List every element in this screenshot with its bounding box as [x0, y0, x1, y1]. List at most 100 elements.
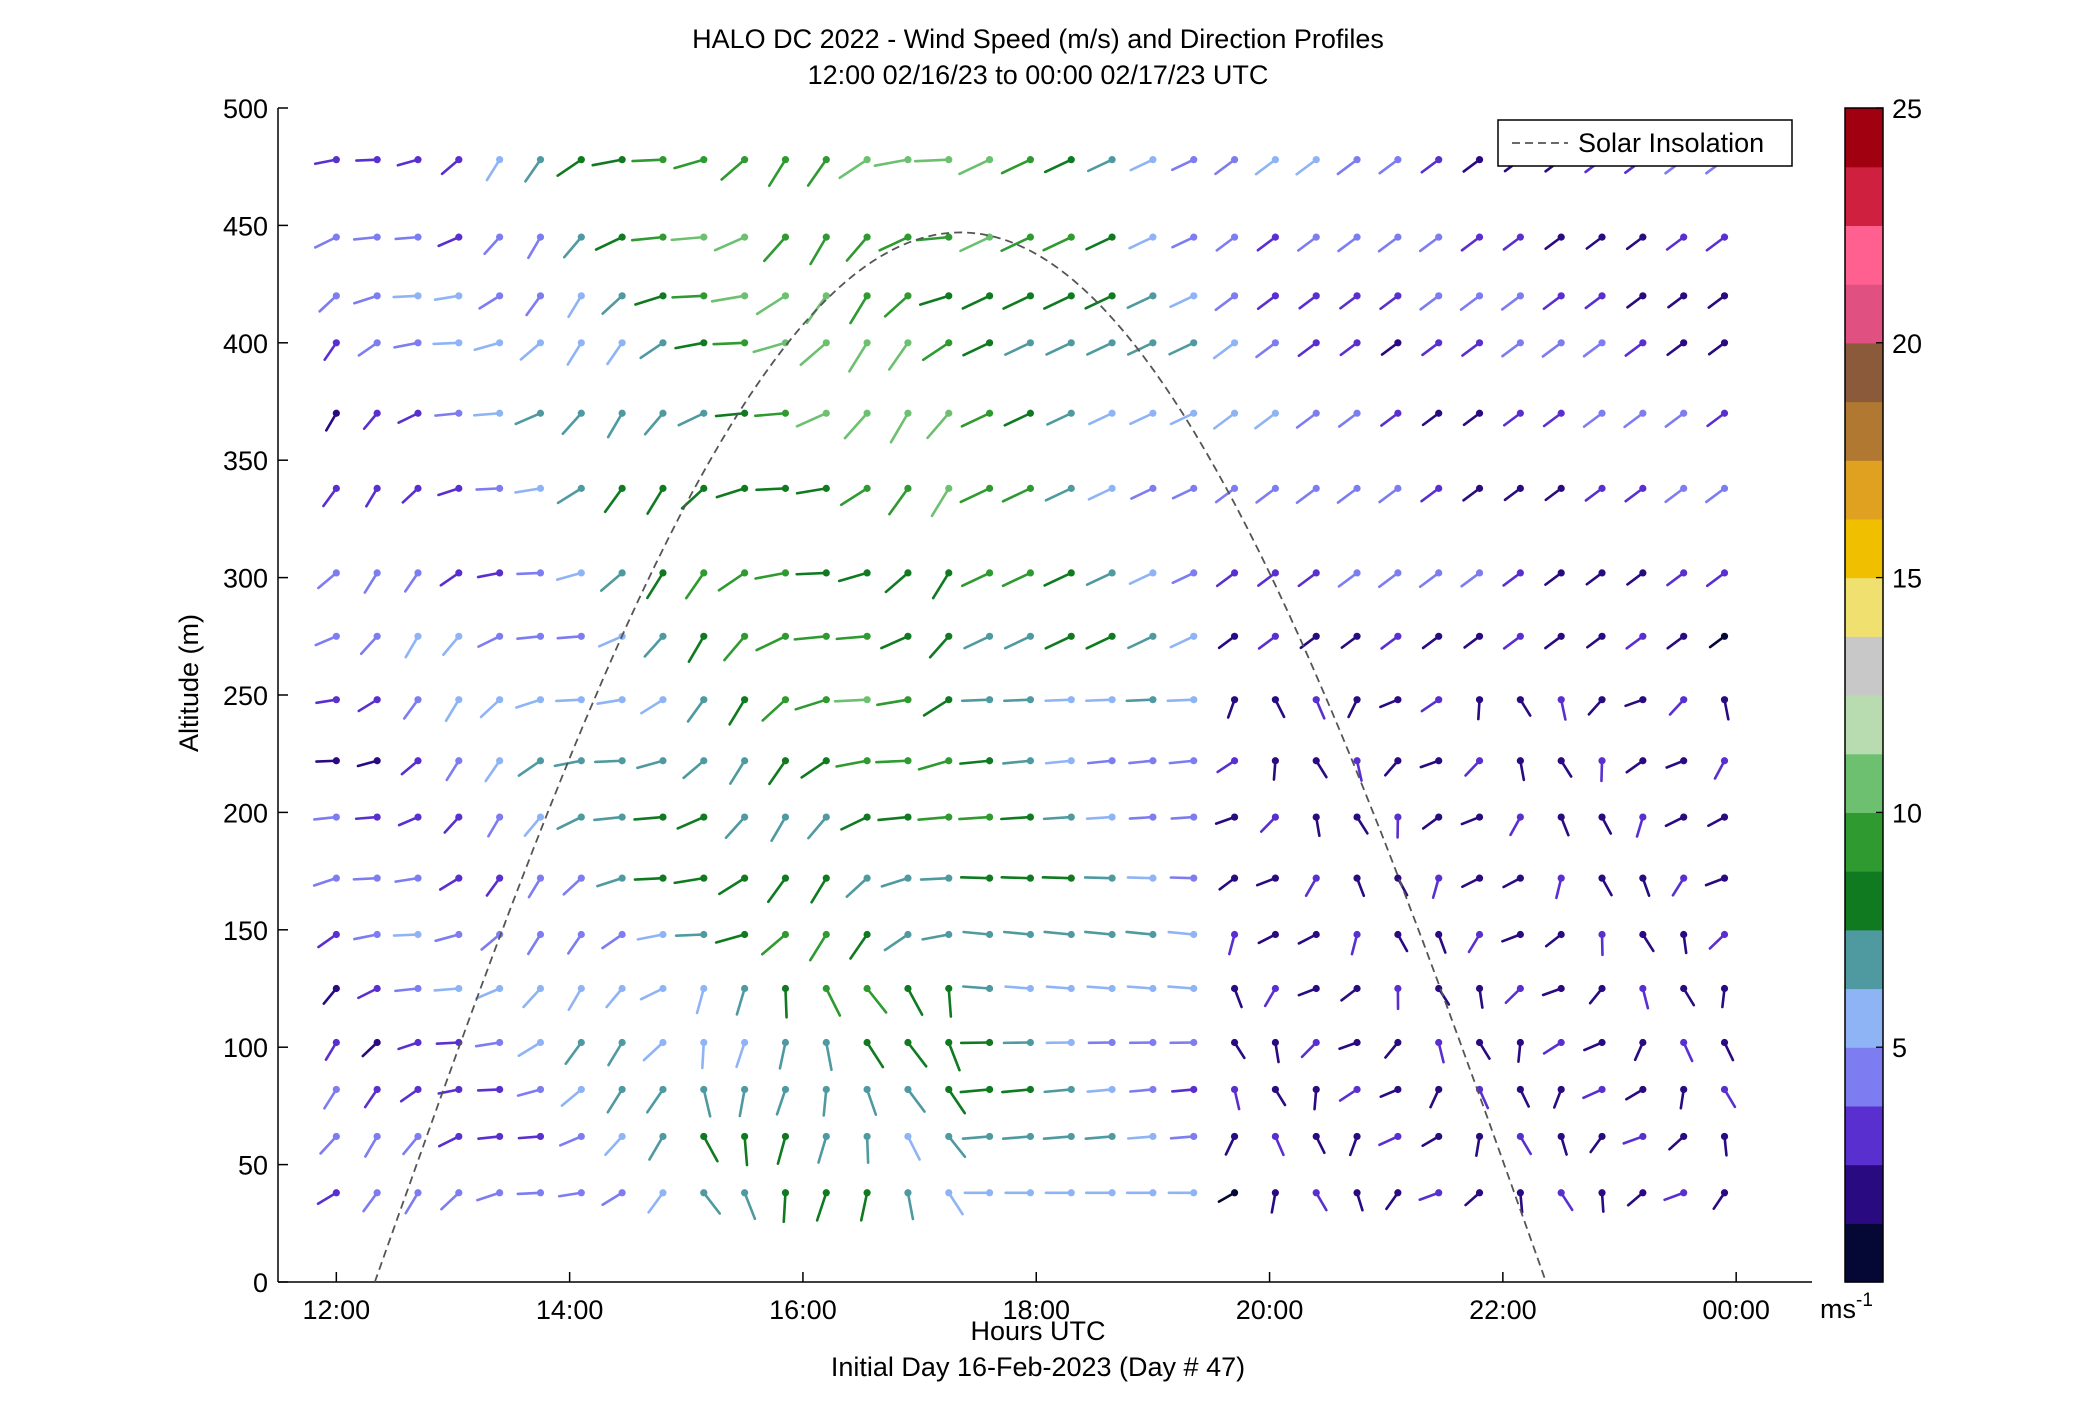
wind-barb: [712, 341, 746, 346]
wind-barb: [714, 933, 746, 944]
wind-barb: [1170, 158, 1196, 172]
wind-barb-dot: [659, 930, 667, 939]
colorbar-segment: [1845, 225, 1883, 285]
wind-barb-dot: [1067, 1038, 1075, 1047]
wind-barb: [1002, 759, 1032, 765]
wind-barb: [838, 158, 869, 180]
wind-barb: [713, 235, 746, 252]
wind-barb-dot: [332, 292, 340, 300]
wind-barb-dot: [1312, 409, 1320, 417]
wind-barb-dot: [1598, 1038, 1606, 1047]
wind-barb-dot: [985, 569, 994, 577]
wind-barb: [859, 1191, 869, 1222]
wind-barb-dot: [904, 874, 912, 882]
wind-barb-dot: [741, 1189, 749, 1197]
colorbar-segment: [1845, 342, 1883, 403]
wind-barb-dot: [822, 632, 830, 640]
wind-barb-dot: [1516, 1038, 1524, 1047]
wind-barb-dot: [577, 233, 585, 241]
wind-barb-dot: [985, 930, 994, 939]
wind-barb: [515, 698, 542, 709]
wind-barb-dot: [822, 409, 830, 417]
wind-barb: [352, 235, 379, 241]
solar-insolation-curve: [373, 231, 1547, 1283]
wind-barb-dot: [985, 632, 994, 640]
wind-barb: [394, 876, 420, 883]
wind-barb-dot: [577, 569, 585, 577]
wind-barb-dot: [536, 696, 545, 704]
wind-barb: [1256, 235, 1277, 252]
colorbar-segment: [1845, 753, 1883, 813]
wind-barb: [561, 411, 583, 436]
wind-barb-dot: [577, 339, 585, 347]
wind-barb-dot: [1435, 1038, 1443, 1047]
wind-barb-dot: [618, 339, 626, 347]
wind-barb-dot: [741, 874, 749, 882]
wind-barb: [1169, 634, 1196, 649]
wind-barb: [437, 1135, 461, 1148]
wind-barb-dot: [1720, 233, 1729, 241]
wind-barb: [1168, 341, 1196, 356]
wind-barb-dot: [1557, 233, 1565, 241]
wind-barb-dot: [945, 813, 953, 821]
wind-barb-dot: [1190, 696, 1198, 704]
wind-barb: [921, 341, 951, 362]
wind-barb-dot: [496, 484, 504, 492]
y-tick-label: 500: [223, 94, 268, 124]
wind-barb: [684, 571, 706, 600]
wind-barb: [478, 294, 501, 310]
wind-barb-dot: [1435, 874, 1443, 882]
wind-barb-dot: [1639, 1038, 1647, 1047]
wind-barb: [873, 158, 910, 167]
wind-barb-dot: [1271, 1085, 1279, 1094]
wind-barb-dot: [1026, 984, 1035, 993]
x-tick-label: 00:00: [1702, 1295, 1770, 1325]
wind-barb-dot: [1598, 874, 1606, 882]
y-tick-label: 50: [238, 1151, 268, 1181]
wind-barb-dot: [904, 757, 912, 765]
wind-barb: [313, 235, 338, 249]
wind-barb-dot: [1475, 632, 1484, 640]
y-tick-label: 0: [253, 1268, 268, 1298]
wind-barb: [313, 815, 338, 821]
wind-barb-dot: [781, 569, 790, 577]
wind-barb: [1126, 876, 1155, 880]
wind-barb-dot: [1475, 233, 1484, 241]
colorbar-segment: [1845, 166, 1883, 226]
wind-barb-dot: [822, 1085, 830, 1094]
wind-barb-dot: [1271, 930, 1279, 939]
wind-barb-dot: [414, 1038, 422, 1047]
wind-barb-dot: [455, 696, 463, 704]
wind-barb: [1126, 1135, 1155, 1140]
wind-barb-dot: [577, 1132, 585, 1141]
wind-barb: [597, 634, 624, 648]
wind-barb: [795, 571, 828, 576]
colorbar-tick-label: 10: [1892, 798, 1922, 828]
wind-barb-dot: [1639, 1085, 1647, 1094]
wind-barb: [1255, 341, 1277, 359]
wind-barb: [1004, 985, 1032, 990]
wind-barb-dot: [1516, 409, 1524, 417]
x-tick-label: 20:00: [1236, 1295, 1304, 1325]
wind-barb: [877, 815, 910, 822]
wind-barb-dot: [496, 569, 504, 577]
wind-barb: [1460, 571, 1481, 588]
colorbar-segment: [1845, 1105, 1883, 1166]
wind-barb-dot: [1108, 1085, 1116, 1094]
wind-barb-dot: [700, 984, 708, 993]
wind-barb: [633, 815, 665, 821]
wind-barb: [808, 933, 828, 962]
wind-barb: [865, 1135, 870, 1164]
y-tick-label: 250: [223, 681, 268, 711]
wind-barb: [524, 158, 542, 183]
wind-barb-dot: [904, 1189, 912, 1197]
wind-barb-dot: [1149, 813, 1157, 821]
wind-barb: [596, 698, 624, 705]
wind-barb: [593, 759, 624, 764]
wind-barb-dot: [700, 813, 708, 821]
wind-barb-dot: [1190, 156, 1198, 164]
wind-barb-dot: [781, 1189, 790, 1197]
wind-barb: [1000, 876, 1032, 880]
wind-barb-dot: [741, 409, 749, 417]
wind-barb: [362, 1191, 379, 1213]
